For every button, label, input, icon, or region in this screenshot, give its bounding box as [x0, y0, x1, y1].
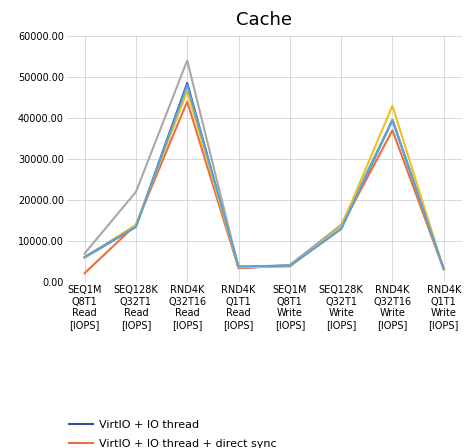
- VirtIO + IO thread: [389, 117, 395, 123]
- VirtIO + IO thread: [184, 80, 190, 86]
- VirtIO + IO thread + direct sync: [236, 266, 241, 271]
- VirtIO + IO thread + write back: [133, 222, 139, 228]
- VirtIO + IO thread: [82, 255, 88, 260]
- VirtIO + IO thread + write back (unsafe): [338, 226, 344, 232]
- VirtIO + IO thread + direct sync: [338, 224, 344, 229]
- Title: Cache: Cache: [236, 11, 292, 29]
- Line: VirtIO + IO thread: VirtIO + IO thread: [85, 83, 444, 269]
- Line: VirtIO + IO thread + write back (unsafe): VirtIO + IO thread + write back (unsafe): [85, 85, 444, 269]
- VirtIO + IO thread + write back: [184, 89, 190, 94]
- VirtIO + IO thread + write through: [287, 262, 293, 267]
- VirtIO + IO thread + write back (unsafe): [184, 82, 190, 88]
- VirtIO + IO thread + write through: [133, 189, 139, 194]
- VirtIO + IO thread: [236, 265, 241, 271]
- VirtIO + IO thread + write through: [82, 251, 88, 256]
- VirtIO + IO thread + write back (unsafe): [389, 117, 395, 123]
- VirtIO + IO thread + write back (unsafe): [287, 263, 293, 268]
- VirtIO + IO thread + write through: [338, 222, 344, 228]
- VirtIO + IO thread: [287, 263, 293, 268]
- VirtIO + IO thread + write through: [184, 58, 190, 63]
- VirtIO + IO thread + direct sync: [287, 262, 293, 267]
- Legend: VirtIO + IO thread, VirtIO + IO thread + direct sync, VirtIO + IO thread + write: VirtIO + IO thread, VirtIO + IO thread +…: [64, 416, 328, 448]
- VirtIO + IO thread + direct sync: [184, 99, 190, 104]
- VirtIO + IO thread + write back (unsafe): [133, 224, 139, 229]
- VirtIO + IO thread + write back: [338, 224, 344, 229]
- VirtIO + IO thread + write back (unsafe): [236, 263, 241, 269]
- VirtIO + IO thread: [338, 226, 344, 232]
- VirtIO + IO thread + write back: [389, 103, 395, 108]
- VirtIO + IO thread + write back: [441, 267, 446, 272]
- VirtIO + IO thread + write back (unsafe): [82, 254, 88, 259]
- Line: VirtIO + IO thread + direct sync: VirtIO + IO thread + direct sync: [85, 102, 444, 273]
- VirtIO + IO thread + direct sync: [441, 267, 446, 272]
- VirtIO + IO thread + write back (unsafe): [441, 267, 446, 272]
- VirtIO + IO thread + write back: [287, 264, 293, 269]
- VirtIO + IO thread: [133, 224, 139, 229]
- VirtIO + IO thread + direct sync: [133, 222, 139, 228]
- VirtIO + IO thread + write through: [236, 265, 241, 270]
- VirtIO + IO thread + write back: [82, 255, 88, 260]
- VirtIO + IO thread + write back: [236, 264, 241, 270]
- Line: VirtIO + IO thread + write back: VirtIO + IO thread + write back: [85, 91, 444, 270]
- VirtIO + IO thread + write through: [441, 267, 446, 272]
- VirtIO + IO thread + direct sync: [82, 271, 88, 276]
- VirtIO + IO thread + write through: [389, 117, 395, 123]
- VirtIO + IO thread + direct sync: [389, 128, 395, 133]
- VirtIO + IO thread: [441, 267, 446, 272]
- Line: VirtIO + IO thread + write through: VirtIO + IO thread + write through: [85, 60, 444, 269]
